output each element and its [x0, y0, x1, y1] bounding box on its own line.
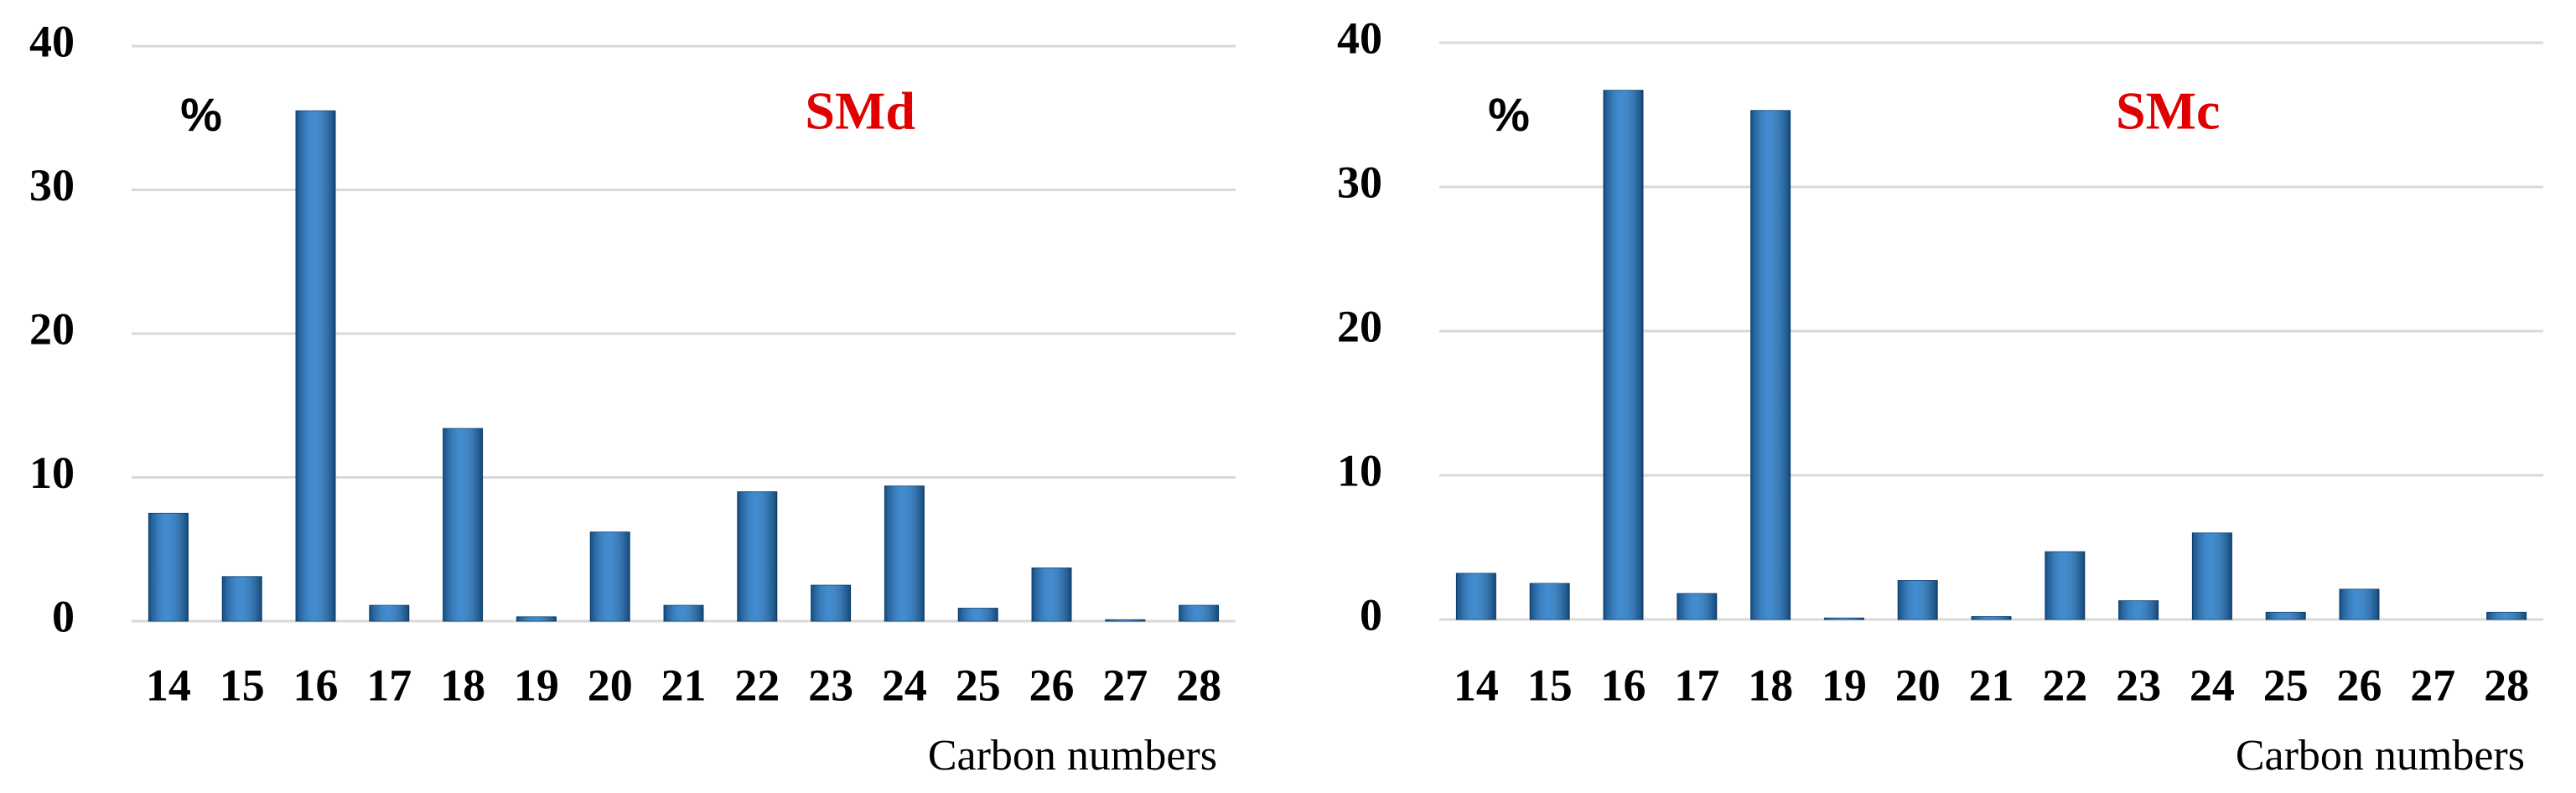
- x-tick-label: 14: [146, 660, 191, 710]
- y-axis-label: %: [1488, 88, 1530, 141]
- x-tick-label: 18: [1748, 660, 1793, 710]
- x-tick-label: 28: [1176, 660, 1221, 710]
- bar: [1677, 593, 1718, 620]
- bar: [2265, 611, 2306, 620]
- x-tick-label: 27: [2410, 660, 2455, 710]
- y-tick-label: 0: [1360, 589, 1382, 640]
- x-axis-label: Carbon numbers: [928, 732, 1217, 780]
- x-tick-label: 20: [1895, 660, 1941, 710]
- x-tick-label: 24: [882, 660, 927, 710]
- x-tick-label: 15: [220, 660, 265, 710]
- x-tick-label: 20: [588, 660, 633, 710]
- bar: [295, 110, 336, 622]
- y-tick-label: 10: [29, 448, 75, 498]
- y-tick-label: 10: [1337, 445, 1382, 495]
- bar: [2118, 600, 2159, 620]
- x-tick-label: 19: [514, 660, 559, 710]
- y-tick-label: 30: [1337, 157, 1382, 207]
- x-tick-label: 16: [293, 660, 339, 710]
- chart-title: SMc: [2116, 81, 2220, 141]
- x-tick-label: 22: [2042, 660, 2087, 710]
- x-tick-label: 21: [1969, 660, 2014, 710]
- bar: [1031, 568, 1072, 622]
- x-tick-label: 25: [2263, 660, 2309, 710]
- bar: [516, 616, 557, 622]
- x-tick-label: 17: [366, 660, 412, 710]
- bar: [1971, 616, 2012, 620]
- x-tick-label: 19: [1822, 660, 1867, 710]
- y-tick-label: 20: [29, 303, 75, 354]
- bar: [443, 428, 484, 622]
- x-axis-label: Carbon numbers: [2236, 732, 2525, 780]
- bar: [369, 604, 410, 622]
- chart: 0 10 20 30 40% SMd Carbon numbers 14 15 16 17 18 19 2…: [29, 16, 1236, 780]
- bar: [2191, 532, 2232, 620]
- x-tick-label: 23: [2116, 660, 2161, 710]
- bar: [1823, 617, 1864, 620]
- bar: [589, 531, 630, 622]
- x-tick-label: 14: [1454, 660, 1499, 710]
- x-tick-label: 22: [734, 660, 780, 710]
- x-tick-label: 28: [2484, 660, 2529, 710]
- bar: [1455, 573, 1496, 620]
- x-tick-label: 16: [1601, 660, 1646, 710]
- bar: [1105, 619, 1146, 622]
- chart-title: SMd: [805, 81, 915, 141]
- bar: [148, 512, 189, 622]
- x-tick-label: 25: [956, 660, 1001, 710]
- x-tick-label: 26: [2337, 660, 2382, 710]
- bar: [2486, 611, 2527, 620]
- x-tick-label: 26: [1029, 660, 1075, 710]
- x-tick-label: 24: [2190, 660, 2235, 710]
- bar: [1750, 110, 1791, 620]
- bar: [663, 604, 704, 622]
- y-axis-label: %: [180, 88, 222, 141]
- y-tick-label: 40: [29, 16, 75, 66]
- bar: [1179, 604, 1220, 622]
- bar: [884, 485, 925, 622]
- x-tick-label: 18: [440, 660, 485, 710]
- y-tick-label: 40: [1337, 13, 1382, 63]
- bar: [1529, 583, 1570, 620]
- bar: [811, 584, 852, 622]
- bar: [221, 576, 262, 622]
- chart: 0 10 20 30 40% SMc Carbon numbers 14 15 16 17 18 19 2…: [1337, 13, 2543, 780]
- bar: [2045, 551, 2086, 620]
- bar: [2339, 588, 2380, 620]
- x-tick-label: 27: [1102, 660, 1148, 710]
- y-tick-label: 20: [1337, 301, 1382, 351]
- y-tick-label: 30: [29, 160, 75, 210]
- bar: [1603, 90, 1644, 620]
- bar: [957, 608, 998, 622]
- x-tick-label: 21: [661, 660, 707, 710]
- x-tick-label: 17: [1674, 660, 1719, 710]
- bar: [1897, 580, 1938, 620]
- bar: [737, 491, 778, 622]
- y-tick-label: 0: [52, 591, 75, 641]
- x-tick-label: 15: [1527, 660, 1573, 710]
- x-tick-label: 23: [808, 660, 853, 710]
